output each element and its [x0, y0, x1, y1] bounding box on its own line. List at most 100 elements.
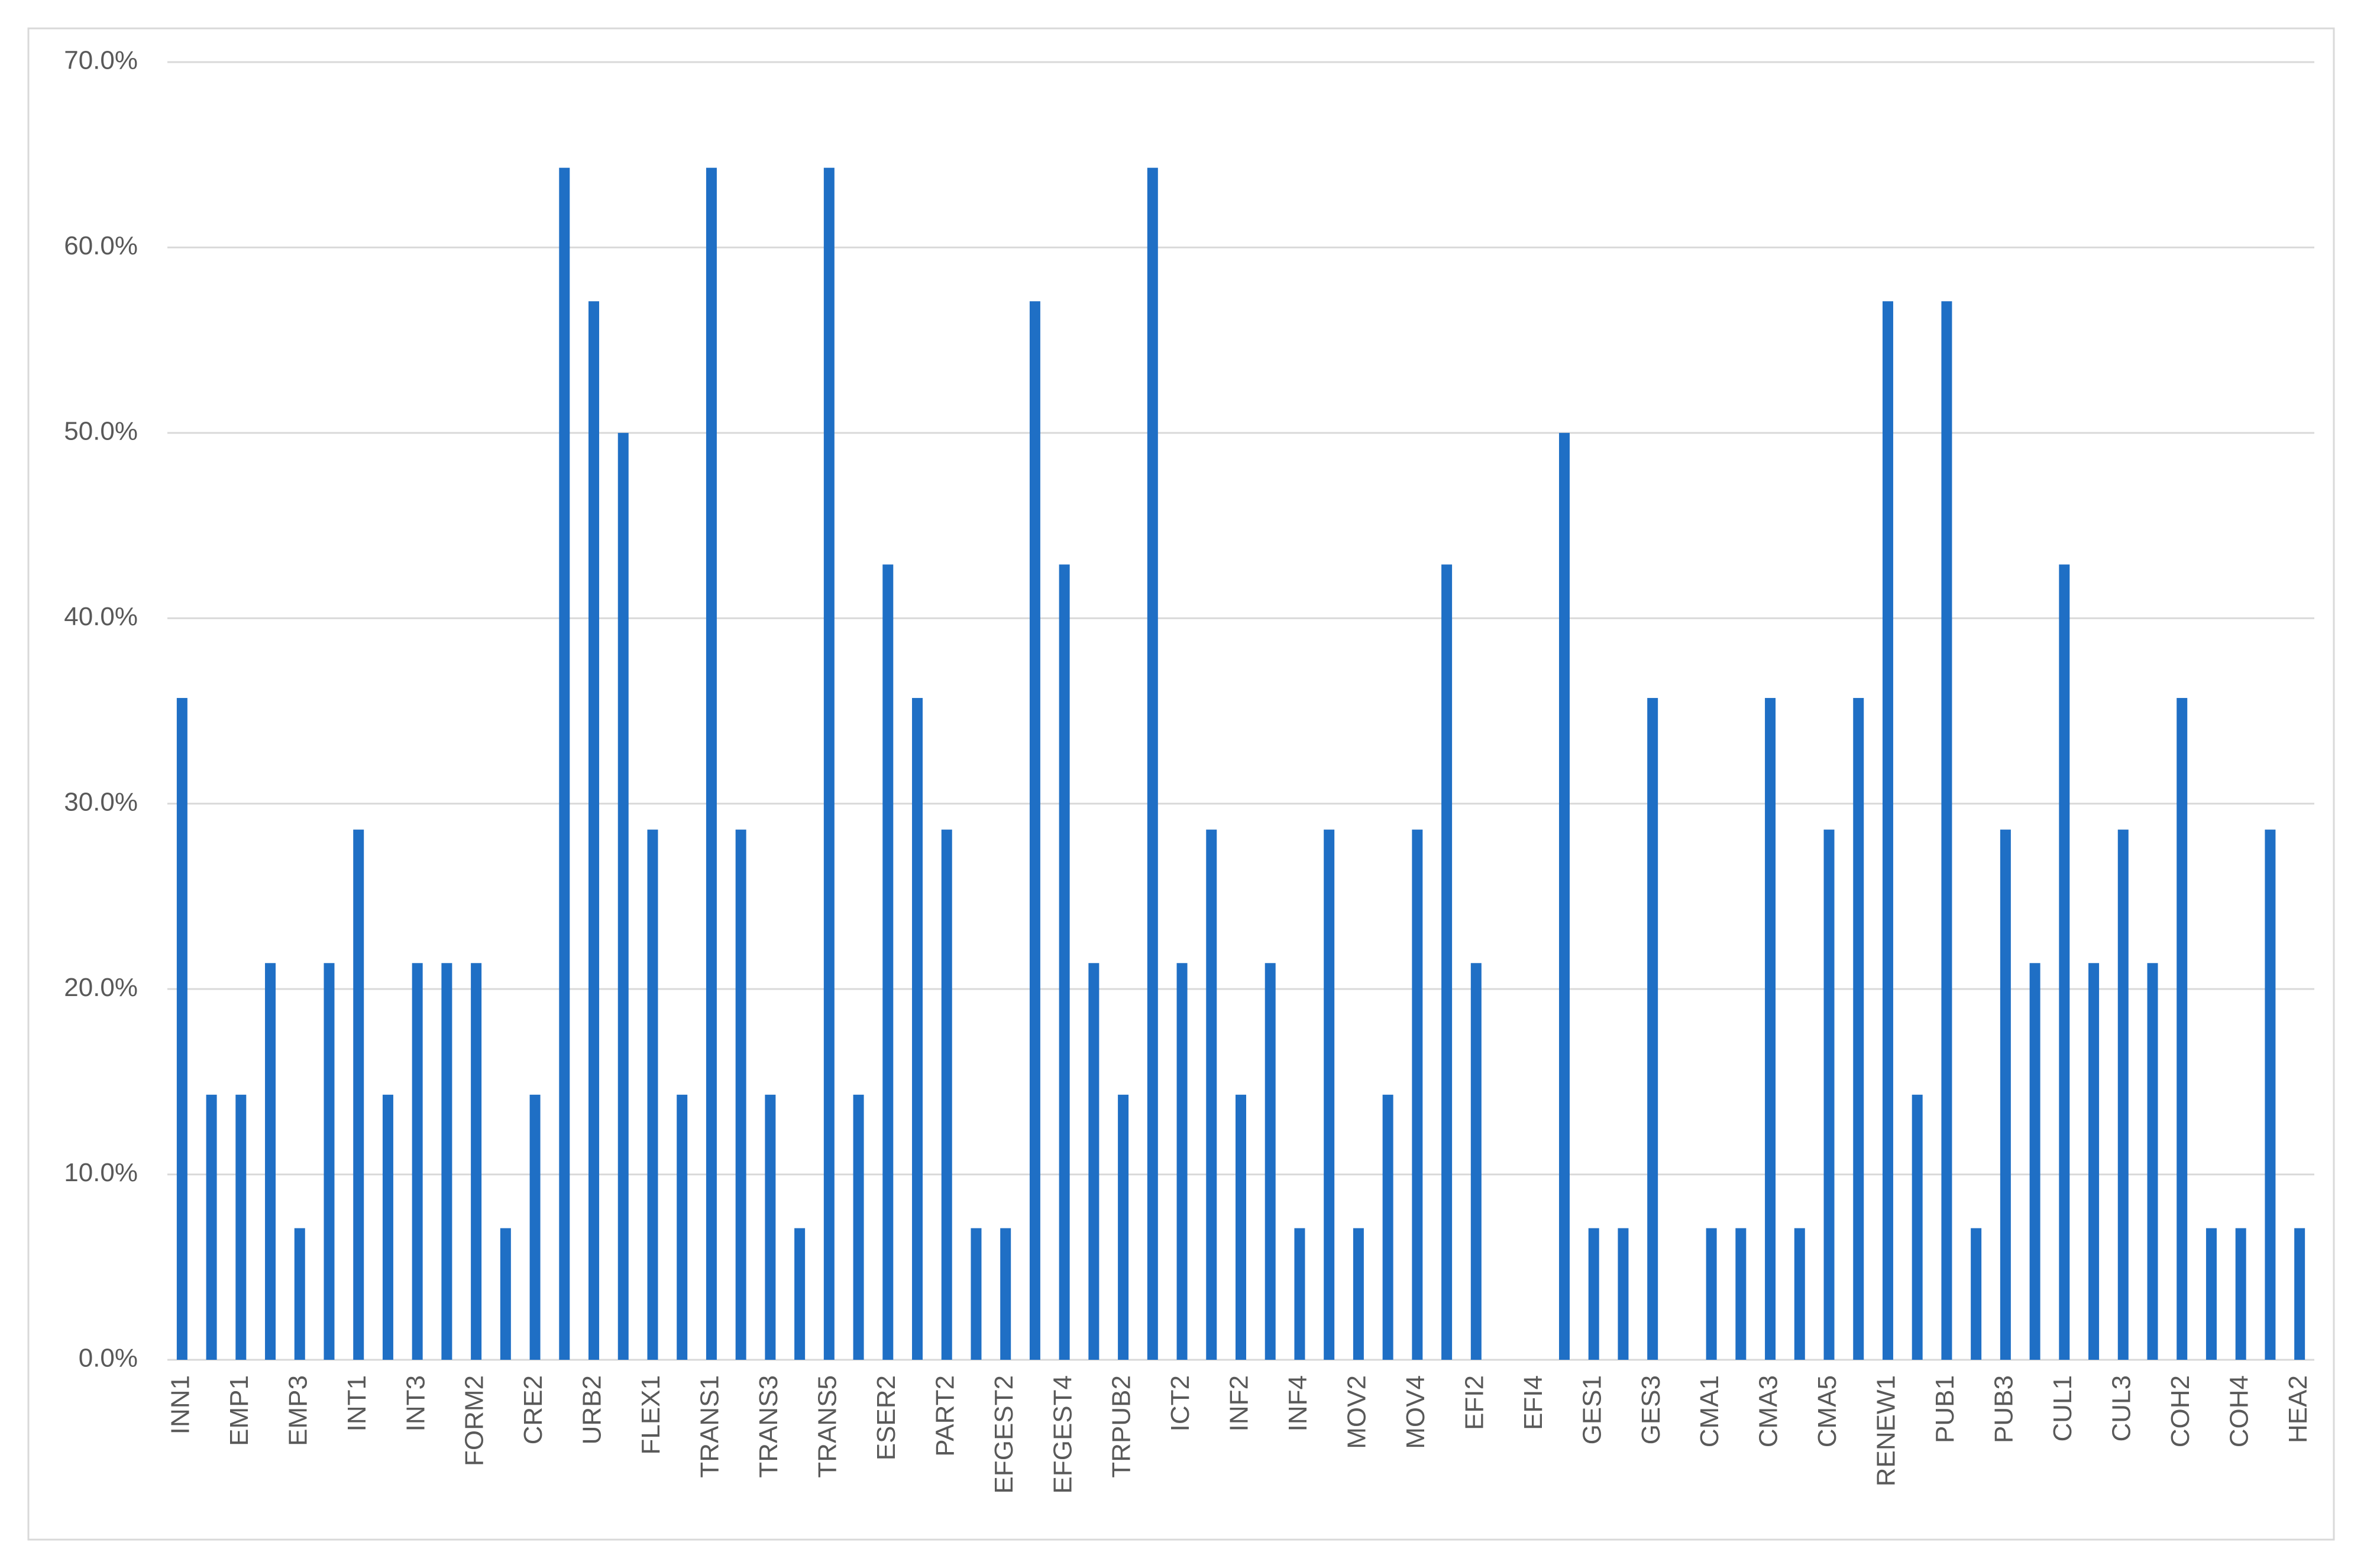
bar	[529, 1094, 541, 1360]
x-tick-label: COH4	[2224, 1375, 2253, 1447]
x-tick-label: GES1	[1577, 1375, 1606, 1444]
x-tick-label: EFGEST2	[989, 1375, 1018, 1494]
y-tick-label: 10.0%	[64, 1158, 138, 1187]
bar	[500, 1228, 511, 1360]
x-tick-label: TRANS5	[813, 1375, 842, 1478]
bar	[265, 963, 276, 1360]
bar	[2000, 829, 2011, 1360]
bar	[206, 1094, 217, 1360]
bar	[1647, 698, 1658, 1360]
bar	[1059, 564, 1070, 1360]
bar	[971, 1228, 982, 1360]
x-tick-label: INF2	[1225, 1375, 1254, 1431]
bar	[941, 829, 952, 1360]
bar	[2059, 564, 2070, 1360]
bar	[1618, 1228, 1629, 1360]
x-tick-label: MOV4	[1401, 1375, 1430, 1449]
bar	[353, 829, 364, 1360]
bar	[853, 1094, 864, 1360]
x-tick-label: TRANS1	[696, 1375, 725, 1478]
bar	[1853, 698, 1864, 1360]
x-tick-label: MOV2	[1343, 1375, 1372, 1449]
bar	[1765, 698, 1776, 1360]
bar	[1176, 963, 1188, 1360]
bar	[912, 698, 923, 1360]
bar	[441, 963, 452, 1360]
bar	[1941, 301, 1952, 1360]
bar	[1118, 1094, 1129, 1360]
bar	[2029, 963, 2040, 1360]
bar	[2265, 829, 2276, 1360]
bar	[324, 963, 335, 1360]
x-tick-label: PUB1	[1930, 1375, 1959, 1443]
bar	[2088, 963, 2100, 1360]
x-tick-label: INT3	[401, 1375, 430, 1431]
bar	[1029, 301, 1040, 1360]
x-tick-label: TRPUB2	[1107, 1375, 1136, 1478]
bar	[1236, 1094, 1246, 1360]
y-tick-label: 30.0%	[64, 787, 138, 816]
bar	[1558, 432, 1570, 1360]
x-tick-label: EFGEST4	[1048, 1375, 1077, 1494]
bar	[1912, 1094, 1923, 1360]
bar	[559, 167, 570, 1360]
y-tick-label: 70.0%	[64, 46, 138, 75]
bar	[1971, 1228, 1982, 1360]
bar	[1382, 1094, 1393, 1360]
bar	[1706, 1228, 1717, 1360]
bar	[176, 698, 187, 1360]
bar	[794, 1228, 806, 1360]
x-tick-label: CRE2	[519, 1375, 548, 1444]
bar	[471, 963, 482, 1360]
x-tick-label: ESER2	[872, 1375, 901, 1460]
bar	[1000, 1228, 1011, 1360]
bar	[823, 167, 835, 1360]
bar	[677, 1094, 688, 1360]
x-tick-label: TRANS3	[754, 1375, 783, 1478]
x-tick-label: CMA1	[1695, 1375, 1724, 1447]
x-tick-label: INF4	[1283, 1375, 1312, 1431]
x-tick-label: CUL1	[2048, 1375, 2077, 1442]
x-tick-label: PART2	[930, 1375, 959, 1457]
bar	[1147, 167, 1158, 1360]
x-tick-label: INT1	[342, 1375, 371, 1431]
bar	[2177, 698, 2188, 1360]
bar	[1882, 301, 1893, 1360]
bar	[412, 963, 423, 1360]
x-tick-label: PUB3	[1990, 1375, 2019, 1443]
x-tick-label: EMP1	[225, 1375, 254, 1446]
y-tick-label: 50.0%	[64, 416, 138, 445]
x-tick-label: CUL3	[2107, 1375, 2136, 1442]
bar	[1324, 829, 1335, 1360]
bar	[765, 1094, 776, 1360]
bar	[735, 829, 746, 1360]
bar	[1206, 829, 1217, 1360]
x-tick-label: CMA5	[1813, 1375, 1842, 1447]
bar	[1353, 1228, 1364, 1360]
bar	[1735, 1228, 1747, 1360]
bar	[1470, 963, 1482, 1360]
bar	[2147, 963, 2158, 1360]
x-tick-label: RENEW1	[1872, 1375, 1901, 1486]
bar	[1412, 829, 1423, 1360]
y-tick-label: 40.0%	[64, 602, 138, 631]
bar	[1794, 1228, 1805, 1360]
bar	[1588, 1228, 1599, 1360]
bar	[294, 1228, 305, 1360]
bar	[2235, 1228, 2246, 1360]
x-tick-label: GES3	[1637, 1375, 1666, 1444]
x-tick-label: EFI2	[1460, 1375, 1489, 1430]
x-tick-label: COH2	[2166, 1375, 2195, 1447]
bar	[1265, 963, 1276, 1360]
bar	[647, 829, 658, 1360]
bar	[2294, 1228, 2305, 1360]
x-tick-label: EFI4	[1519, 1375, 1548, 1430]
bar	[617, 432, 629, 1360]
bar	[2205, 1228, 2217, 1360]
bar	[2117, 829, 2129, 1360]
bar	[382, 1094, 393, 1360]
x-tick-label: FLEX1	[636, 1375, 665, 1455]
x-tick-label: CMA3	[1754, 1375, 1783, 1447]
bar	[1441, 564, 1453, 1360]
